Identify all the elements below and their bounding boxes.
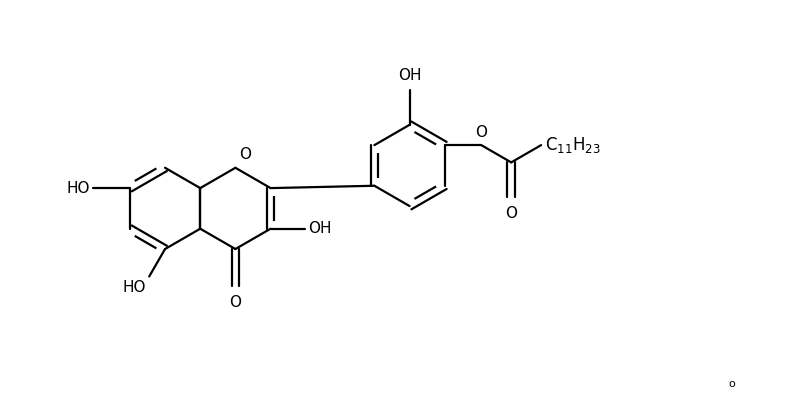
Text: HO: HO: [66, 181, 90, 196]
Text: o: o: [728, 379, 735, 389]
Text: OH: OH: [398, 68, 422, 83]
Text: HO: HO: [123, 280, 146, 294]
Text: O: O: [240, 146, 252, 162]
Text: O: O: [505, 206, 517, 221]
Text: O: O: [475, 125, 487, 139]
Text: OH: OH: [308, 221, 331, 236]
Text: C$_{11}$H$_{23}$: C$_{11}$H$_{23}$: [545, 135, 600, 155]
Text: O: O: [229, 295, 241, 310]
